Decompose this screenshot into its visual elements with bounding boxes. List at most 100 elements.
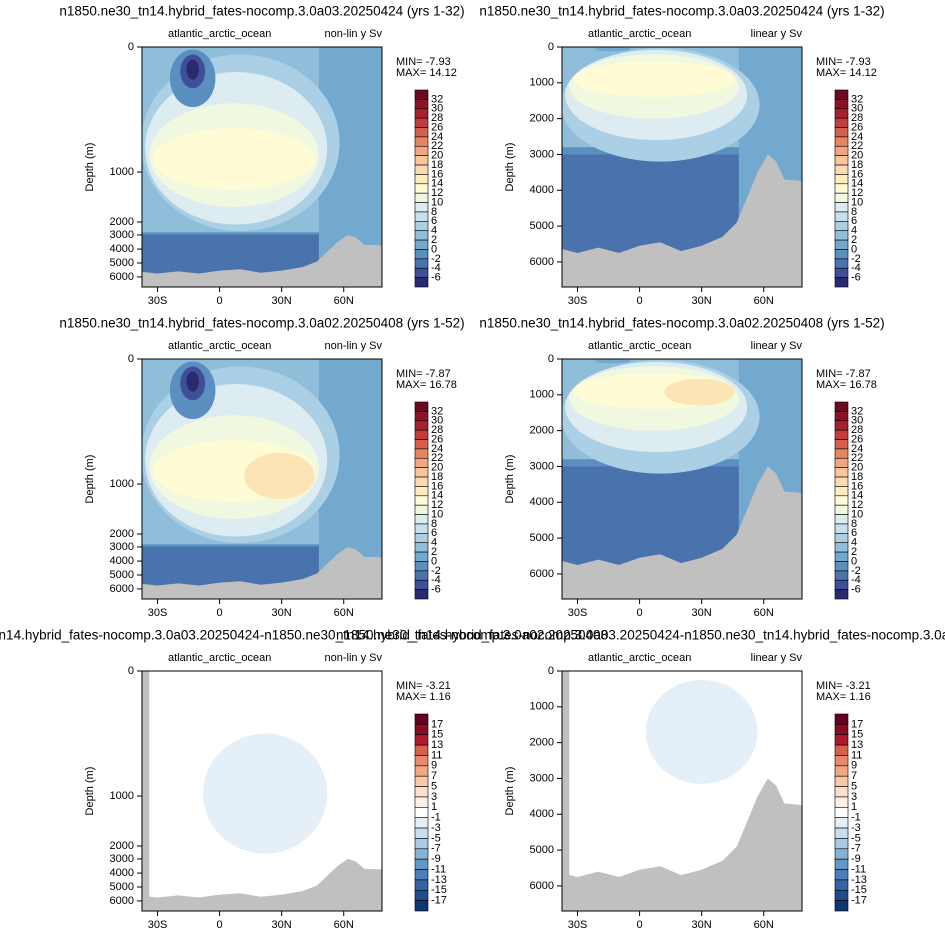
colorbar-box (834, 504, 849, 515)
colorbar-box (414, 551, 429, 562)
colorbar-box (834, 858, 849, 870)
x-tick-label: 30N (692, 919, 712, 931)
colorbar-box (414, 155, 429, 166)
x-tick-label: 30N (692, 607, 712, 619)
colorbar-label: 10 (851, 508, 863, 520)
colorbar-label: 24 (431, 443, 443, 455)
colorbar-label: 17 (431, 718, 443, 730)
min-label: MIN= -3.21 (816, 680, 871, 692)
colorbar-box (834, 889, 849, 901)
colorbar-box (834, 786, 849, 798)
colorbar-box (414, 267, 429, 278)
colorbar-label: 20 (851, 150, 863, 162)
colorbar-label: 30 (851, 415, 863, 427)
x-tick-label: 30S (148, 919, 168, 931)
colorbar-label: -4 (431, 574, 441, 586)
colorbar-label: 18 (431, 159, 443, 171)
colorbar-box (414, 561, 429, 572)
colorbar-label: -13 (431, 874, 447, 886)
y-tick-label: 4000 (530, 808, 554, 820)
colorbar-box (414, 211, 429, 222)
colorbar-label: 24 (431, 131, 443, 143)
min-label: MIN= -7.87 (396, 368, 451, 380)
panel: n1850.ne30_tn14.hybrid_fates-nocomp.3.0a… (59, 4, 464, 307)
plot-frame (141, 46, 383, 288)
y-tick-label: 5000 (110, 881, 134, 893)
colorbar-box (414, 713, 429, 725)
colorbar-label: -2 (431, 565, 441, 577)
colorbar-label: 26 (431, 433, 443, 445)
colorbar-box (414, 570, 429, 581)
contour-fill (664, 378, 735, 406)
colorbar-box (414, 523, 429, 534)
colorbar-label: -11 (431, 863, 446, 875)
colorbar-box (834, 174, 849, 185)
colorbar-label: 10 (431, 508, 443, 520)
colorbar-box (834, 211, 849, 222)
colorbar-box (414, 796, 429, 808)
y-axis-label: Depth (m) (504, 143, 516, 192)
colorbar-box (414, 108, 429, 119)
colorbar-label: 16 (431, 168, 443, 180)
colorbar-box (414, 504, 429, 515)
colorbar-box (414, 724, 429, 736)
colorbar-box (414, 411, 429, 422)
colorbar-label: 22 (851, 452, 863, 464)
panel: n1850.ne30_tn14.hybrid_fates-nocomp.3.0a… (479, 316, 884, 619)
colorbar-label: 14 (431, 490, 443, 502)
panel-title: n1850.ne30_tn14.hybrid_fates-nocomp.3.0a… (59, 4, 464, 19)
colorbar-label: 2 (431, 234, 437, 246)
contour-fill (142, 671, 150, 911)
panel: n1850.ne30_tn14.hybrid_fates-nocomp.3.0a… (0, 628, 608, 931)
max-label: MAX= 16.78 (816, 379, 877, 391)
max-label: MAX= 14.12 (396, 67, 457, 79)
scale-label: linear y Sv (751, 652, 803, 664)
colorbar-label: 18 (851, 471, 863, 483)
colorbar-box (834, 457, 849, 468)
colorbar-box (834, 523, 849, 534)
colorbar-label: 6 (431, 527, 437, 539)
x-tick-label: 30N (272, 295, 292, 307)
colorbar-box (414, 221, 429, 232)
y-tick-label: 2000 (530, 113, 554, 125)
x-tick-label: 0 (637, 919, 643, 931)
colorbar-label: 12 (851, 499, 863, 511)
colorbar-box (834, 277, 849, 288)
colorbar-label: -1 (431, 812, 441, 824)
colorbar-label: 22 (431, 140, 443, 152)
y-tick-label: 1000 (110, 790, 134, 802)
colorbar-label: -17 (431, 895, 447, 907)
colorbar-label: 20 (851, 462, 863, 474)
colorbar-label: 30 (431, 103, 443, 115)
field (142, 671, 382, 911)
colorbar-label: -3 (851, 822, 861, 834)
colorbar-box (834, 420, 849, 431)
colorbar-label: 8 (851, 206, 857, 218)
colorbar-label: 8 (431, 518, 437, 530)
field (562, 359, 802, 599)
colorbar-box (414, 869, 429, 881)
colorbar-box (414, 533, 429, 544)
y-tick-label: 4000 (110, 555, 134, 567)
colorbar-label: 4 (851, 225, 857, 237)
colorbar-box (834, 192, 849, 203)
colorbar-box (834, 533, 849, 544)
colorbar-label: -11 (851, 863, 866, 875)
colorbar-box (834, 775, 849, 787)
colorbar-box (414, 277, 429, 288)
colorbar-box (834, 164, 849, 175)
y-tick-label: 3000 (530, 460, 554, 472)
colorbar-label: -7 (851, 843, 861, 855)
colorbar-box (414, 817, 429, 829)
colorbar-box (834, 476, 849, 487)
colorbar-box (414, 807, 429, 818)
colorbar-box (834, 429, 849, 440)
colorbar-label: 4 (851, 537, 857, 549)
contour-fill (203, 733, 328, 854)
y-tick-label: 6000 (530, 568, 554, 580)
x-tick-label: 0 (217, 607, 223, 619)
colorbar-box (834, 439, 849, 450)
x-tick-label: 30S (148, 607, 168, 619)
colorbar-label: 28 (431, 424, 443, 436)
colorbar-label: 32 (851, 405, 863, 417)
